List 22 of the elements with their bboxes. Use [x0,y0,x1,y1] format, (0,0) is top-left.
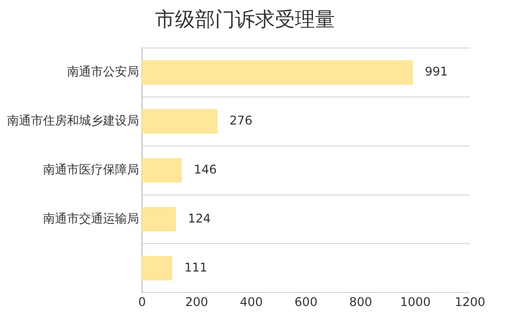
x-tick-label: 800 [349,294,372,309]
bar [142,109,218,134]
y-tick-label: 南通市交通运输局 [43,211,139,226]
bar [142,206,176,232]
x-tick-label: 600 [294,294,318,309]
data-label: 124 [188,211,211,226]
x-tick-label: 0 [138,294,146,309]
chart-title: 市级部门诉求受理量 [154,6,336,33]
bar [142,60,413,85]
x-tick-label: 400 [240,294,263,309]
x-tick-label: 1200 [454,294,486,309]
x-tick-label: 1000 [400,294,431,309]
y-tick-label: 南通市住房和城乡建设局 [7,114,139,128]
data-label: 276 [229,114,252,128]
data-label: 146 [194,162,217,176]
data-label: 991 [424,64,448,79]
x-tick-label: 200 [185,294,208,309]
data-label: 111 [184,260,208,274]
bar [142,158,182,183]
y-tick-label: 南通市医疗保障局 [43,162,139,176]
bar [142,256,172,280]
y-tick-label: 南通市公安局 [67,64,139,79]
